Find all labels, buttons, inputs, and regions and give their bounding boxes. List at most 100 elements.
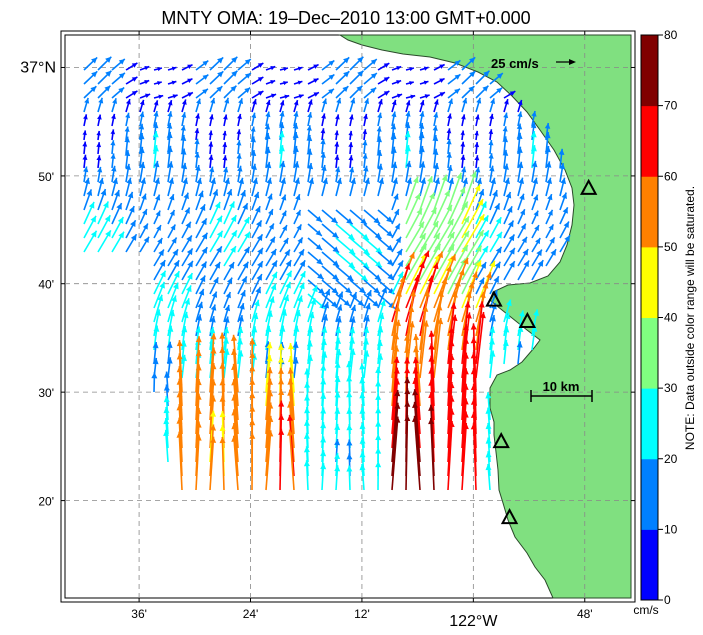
current-vector-head [509, 247, 515, 255]
current-vector-head [364, 315, 370, 322]
current-vector [461, 411, 469, 477]
current-vector-head [293, 325, 300, 332]
current-vector-head [366, 290, 372, 297]
current-vector [489, 72, 504, 85]
current-vector [97, 97, 104, 113]
current-vector-shaft [209, 410, 215, 463]
current-vector-head [520, 209, 525, 216]
current-vector-head [171, 237, 177, 244]
current-vector-head [287, 343, 294, 350]
current-vector-head [504, 177, 511, 185]
x-tick-label: 36' [131, 607, 147, 621]
current-vector-head [140, 177, 147, 185]
current-vector-head [465, 312, 472, 319]
current-vector-head [196, 98, 201, 105]
current-vector-head [249, 392, 256, 399]
current-vector-head [394, 305, 401, 312]
current-vector-head [488, 153, 494, 159]
current-vector-head [349, 166, 355, 173]
current-vector [447, 244, 469, 281]
y-tick-label: 40' [38, 278, 54, 292]
current-vector-head [201, 247, 208, 254]
current-vector [279, 270, 293, 295]
current-vector-shaft [232, 379, 239, 435]
current-vector-head [393, 356, 400, 363]
current-vector [503, 98, 509, 113]
current-vector [517, 161, 524, 183]
current-vector-head [244, 72, 251, 79]
current-vector-head [475, 260, 482, 268]
current-vector-head [311, 285, 318, 293]
current-vector [447, 98, 453, 113]
current-vector-head [197, 190, 204, 198]
current-vector-head [531, 160, 538, 168]
current-vector-head [257, 247, 263, 255]
current-vector-head [293, 111, 299, 117]
current-vector-head [357, 70, 364, 77]
current-vector-head [320, 138, 326, 145]
current-vector [249, 432, 256, 491]
current-vector-head [210, 424, 217, 431]
current-vector [405, 208, 423, 239]
current-vector-head [335, 316, 342, 323]
current-vector-head [117, 217, 124, 224]
current-vector-head [395, 236, 401, 244]
current-vector-head [441, 277, 448, 285]
current-vector-head [240, 290, 246, 297]
current-vector [559, 162, 566, 183]
current-vector-shaft [265, 402, 272, 463]
current-vector-head [181, 112, 187, 118]
current-vector-head [231, 435, 238, 442]
colorbar-block [641, 176, 658, 248]
current-vector-head [391, 111, 397, 118]
current-vector-shaft [391, 378, 399, 449]
current-vector-head [171, 295, 177, 303]
current-vector-head [277, 343, 284, 350]
current-vector-head [335, 337, 342, 344]
current-vector-head [377, 99, 383, 105]
current-vector [405, 177, 413, 197]
current-vector-head [292, 357, 299, 364]
current-vector-head [531, 110, 537, 117]
current-vector [349, 304, 357, 323]
current-vector-head [428, 391, 435, 399]
current-vector-head [306, 134, 313, 142]
current-vector [209, 70, 224, 85]
current-vector-head [142, 209, 148, 216]
current-vector [433, 304, 443, 365]
current-vector-shaft [433, 189, 451, 225]
current-vector-head [478, 214, 485, 222]
current-vector [531, 194, 539, 211]
current-vector [391, 236, 402, 253]
current-vector-head [112, 98, 118, 104]
current-vector [251, 247, 264, 267]
current-vector [251, 260, 264, 281]
current-vector-head [376, 339, 383, 347]
reference-vector-label: 25 cm/s [491, 56, 539, 71]
current-vector-head [451, 291, 458, 298]
current-vector [349, 85, 363, 99]
current-vector [279, 281, 292, 309]
current-vector-shaft [461, 368, 467, 435]
current-vector-head [257, 261, 263, 268]
current-vector [363, 265, 382, 282]
current-vector [231, 394, 239, 449]
current-vector [265, 99, 271, 113]
current-vector-head [470, 368, 477, 375]
current-vector [391, 177, 399, 197]
current-vector [307, 209, 323, 223]
current-vector-shaft [447, 258, 467, 295]
current-vector [447, 59, 461, 71]
current-vector-head [283, 66, 288, 72]
current-vector-head [489, 113, 494, 120]
current-vector [321, 223, 340, 239]
current-vector [461, 368, 469, 435]
current-vector [349, 97, 356, 113]
current-vector-shaft [461, 259, 480, 295]
current-vector [195, 326, 202, 351]
current-vector-head [88, 201, 95, 209]
current-vector-head [281, 309, 288, 316]
current-vector-head [334, 465, 341, 472]
current-vector [391, 111, 397, 127]
current-vector-shaft [405, 243, 428, 281]
